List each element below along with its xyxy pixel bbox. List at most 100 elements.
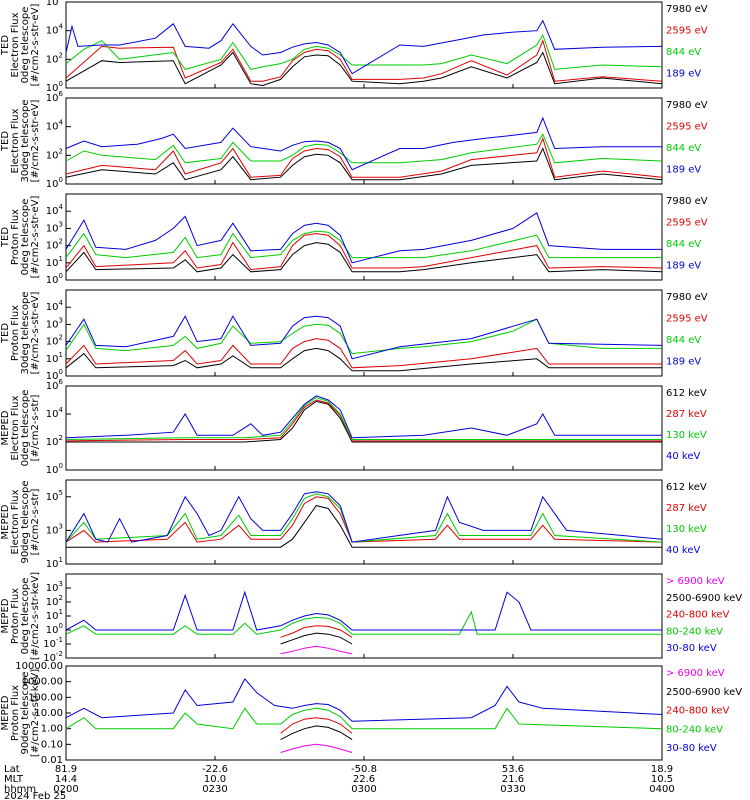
legend-entry: 130 keV: [666, 524, 707, 535]
panel-2: 100 102 104 106 TEDElectron Flux30deg telesc…: [0, 90, 708, 190]
x-tick-label: 0330: [500, 784, 525, 795]
x-row-label: MLT: [4, 774, 24, 785]
series-line--6900-kev: [280, 743, 353, 753]
series-line--6900-kev: [280, 645, 353, 655]
x-tick-label: 14.4: [55, 774, 77, 785]
y-tick-label: 10000.00: [15, 661, 63, 672]
y-tick-label: 106: [46, 0, 64, 8]
x-tick-label: 18.9: [651, 764, 673, 775]
series-line-2500-6900-kev: [280, 632, 353, 645]
x-tick-label: 0200: [53, 784, 78, 795]
y-tick-label: 104: [46, 406, 64, 420]
y-tick-label: 10-1: [43, 636, 63, 650]
y-axis-label: TEDElectron Flux0deg telescope[#/cm2-s-s…: [0, 4, 41, 87]
legend-entry: 2595 eV: [666, 122, 708, 133]
legend-entry: 612 keV: [666, 482, 707, 493]
y-tick-label: 105: [46, 489, 63, 503]
y-tick-label: 100.00: [28, 692, 63, 703]
y-tick-label: 101: [46, 255, 63, 269]
y-axis-label: MEPEDElectron Flux0deg telescope[#/cm2-s…: [0, 390, 41, 467]
series-line-189-ev: [65, 315, 663, 360]
y-tick-label: 104: [46, 299, 64, 313]
legend-entry: 189 eV: [666, 357, 701, 368]
y-tick-label: 103: [46, 580, 63, 594]
y-axis-label: MEPEDProton Flux90deg telescope[#/cm2-s-…: [0, 669, 41, 757]
panel-3: 100 101 102 103 104 TEDProton Flux0deg telesc…: [0, 193, 708, 286]
legend-entry: 844 eV: [666, 239, 701, 250]
panels: 100 102 104 106 TEDElectron Flux0deg telesco…: [0, 0, 742, 766]
legend-entry: 844 eV: [666, 47, 701, 58]
legend-entry: 240-800 keV: [666, 706, 730, 717]
legend-entry: 7980 eV: [666, 292, 708, 303]
legend-entry: 7980 eV: [666, 196, 708, 207]
panel-4: 100 101 102 103 104 TEDProton Flux30deg teles…: [0, 289, 708, 382]
y-tick-label: 10-2: [43, 650, 63, 664]
y-tick-label: 102: [46, 434, 63, 448]
panel-frame: [65, 385, 663, 471]
legend-entry: 189 eV: [666, 69, 701, 80]
series-line-2595-ev: [65, 338, 662, 369]
series-line-80-240-kev: [65, 610, 662, 635]
y-tick-label: 100: [46, 622, 63, 636]
x-tick-label: 10.0: [204, 774, 226, 785]
series-line-130-kev: [65, 493, 663, 543]
y-tick-label: 0.01: [41, 755, 63, 766]
series-line-7980-ev: [65, 347, 662, 372]
panel-5: 100 102 104 106 MEPEDElectron Flux0deg teles…: [0, 378, 707, 476]
series-line-189-ev: [65, 116, 662, 171]
series-line-189-ev: [65, 212, 662, 264]
legend-entry: 2595 eV: [666, 26, 708, 37]
legend-entry: 240-800 keV: [666, 610, 730, 621]
y-tick-label: 102: [46, 51, 63, 65]
panel-frame: [65, 97, 663, 185]
y-tick-label: 100: [46, 272, 63, 286]
legend-entry: 2500-6900 keV: [666, 593, 742, 604]
panel-6: 101 103 105 MEPEDElectron Flux90deg telesco…: [0, 479, 707, 570]
y-tick-label: 102: [46, 238, 63, 252]
legend-entry: 30-80 keV: [666, 743, 717, 754]
legend-entry: 30-80 keV: [666, 643, 717, 654]
x-tick-label: 0300: [351, 784, 376, 795]
panel-frame: [65, 1, 663, 89]
legend-entry: > 6900 keV: [666, 576, 725, 587]
date-label: 2024 Feb 25: [4, 791, 66, 800]
series-line-2595-ev: [65, 137, 663, 178]
series-line-844-ev: [65, 230, 662, 259]
y-tick-label: 104: [46, 119, 64, 133]
legend-entry: 189 eV: [666, 261, 701, 272]
series-line-844-ev: [65, 318, 662, 355]
series-line-7980-ev: [65, 147, 663, 181]
series-line-40-kev: [65, 395, 662, 439]
y-axis-label: TEDElectron Flux30deg telescope[#/cm2-s-…: [0, 99, 41, 182]
panel-frame: [65, 289, 663, 377]
y-tick-label: 100: [46, 368, 63, 382]
x-tick-label: 81.9: [55, 764, 77, 775]
x-tick-label: -22.6: [202, 764, 228, 775]
y-tick-label: 106: [46, 90, 64, 104]
series-line-2595-ev: [65, 39, 663, 82]
x-tick-label: 21.6: [502, 774, 524, 785]
legend-entry: 40 keV: [666, 545, 700, 556]
y-tick-label: 103: [46, 522, 63, 536]
x-tick-label: 22.6: [353, 774, 375, 785]
panel-frame: [65, 479, 663, 565]
legend-entry: 2500-6900 keV: [666, 687, 742, 698]
y-tick-label: 103: [46, 316, 63, 330]
y-tick-label: 101: [46, 556, 63, 570]
y-tick-label: 104: [46, 203, 64, 217]
series-line-2595-ev: [65, 233, 663, 271]
legend-entry: 40 keV: [666, 451, 700, 462]
series-line-130-kev: [65, 396, 662, 440]
y-tick-label: 104: [46, 23, 64, 37]
y-axis-label: TEDProton Flux0deg telescope[#/cm2-s-str…: [0, 196, 41, 279]
y-tick-label: 100: [46, 462, 63, 476]
series-line-7980-ev: [65, 242, 663, 273]
x-row-label: Lat: [4, 764, 20, 775]
y-axis-label: MEPEDElectron Flux90deg telescope[#/cm2-…: [0, 480, 41, 563]
series-line-240-800-kev: [280, 717, 353, 734]
legend-entry: 80-240 keV: [666, 626, 723, 637]
panel-frame: [65, 573, 663, 659]
y-axis-label: TEDProton Flux30deg telescope[#/cm2-s-st…: [0, 291, 41, 374]
x-tick-label: 10.5: [651, 774, 673, 785]
y-tick-label: 1.00: [41, 724, 63, 735]
